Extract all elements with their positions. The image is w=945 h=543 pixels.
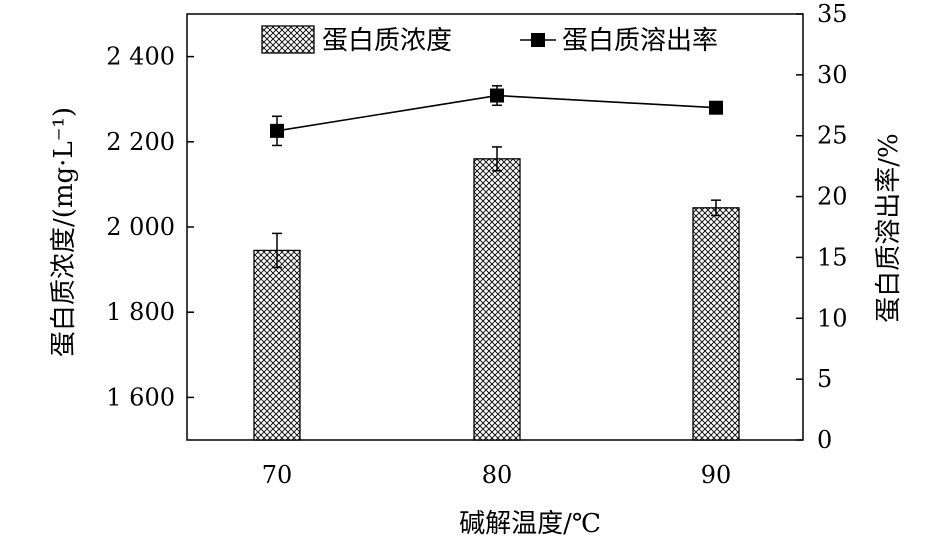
legend-label-concentration: 蛋白质浓度	[322, 26, 452, 56]
x-axis-title: 碱解温度/℃	[459, 509, 601, 539]
y-left-tick-label: 1 600	[106, 383, 175, 411]
bar-protein-concentration	[253, 249, 301, 441]
y-right-tick-label: 35	[817, 0, 848, 28]
line-point-marker	[490, 88, 504, 103]
bar-protein-concentration	[473, 158, 521, 441]
plot-area: 1 600 1 800 2 000 2 200 2 400 0 5 10 15 20 25 30 35 7…	[49, 0, 904, 539]
legend-line-marker	[531, 33, 545, 47]
y-right-tick-label: 25	[817, 122, 848, 150]
y-left-tick-label: 2 000	[106, 213, 175, 241]
legend-label-dissolution: 蛋白质溶出率	[562, 26, 718, 56]
x-tick-label: 90	[701, 461, 732, 489]
y-right-tick-label: 30	[817, 61, 848, 89]
y-right-tick-label: 15	[817, 243, 848, 271]
y-right-tick-label: 5	[817, 365, 832, 393]
x-tick-label: 70	[262, 461, 293, 489]
y-right-axis-title: 蛋白质溶出率/%	[874, 133, 904, 322]
y-right-tick-label: 20	[817, 183, 848, 211]
x-tick-label: 80	[482, 461, 513, 489]
y-left-tick-label: 2 400	[106, 43, 175, 71]
y-left-axis-title: 蛋白质浓度/(mg·L⁻¹)	[49, 107, 79, 357]
y-right-tick-label: 10	[817, 304, 848, 332]
line-point-marker	[709, 100, 723, 115]
legend-bar-swatch	[261, 25, 315, 54]
bar-protein-concentration	[692, 207, 740, 441]
line-point-marker	[270, 123, 284, 138]
y-right-tick-label: 0	[817, 426, 832, 454]
y-left-tick-label: 2 200	[106, 128, 175, 156]
y-left-tick-label: 1 800	[106, 298, 175, 326]
